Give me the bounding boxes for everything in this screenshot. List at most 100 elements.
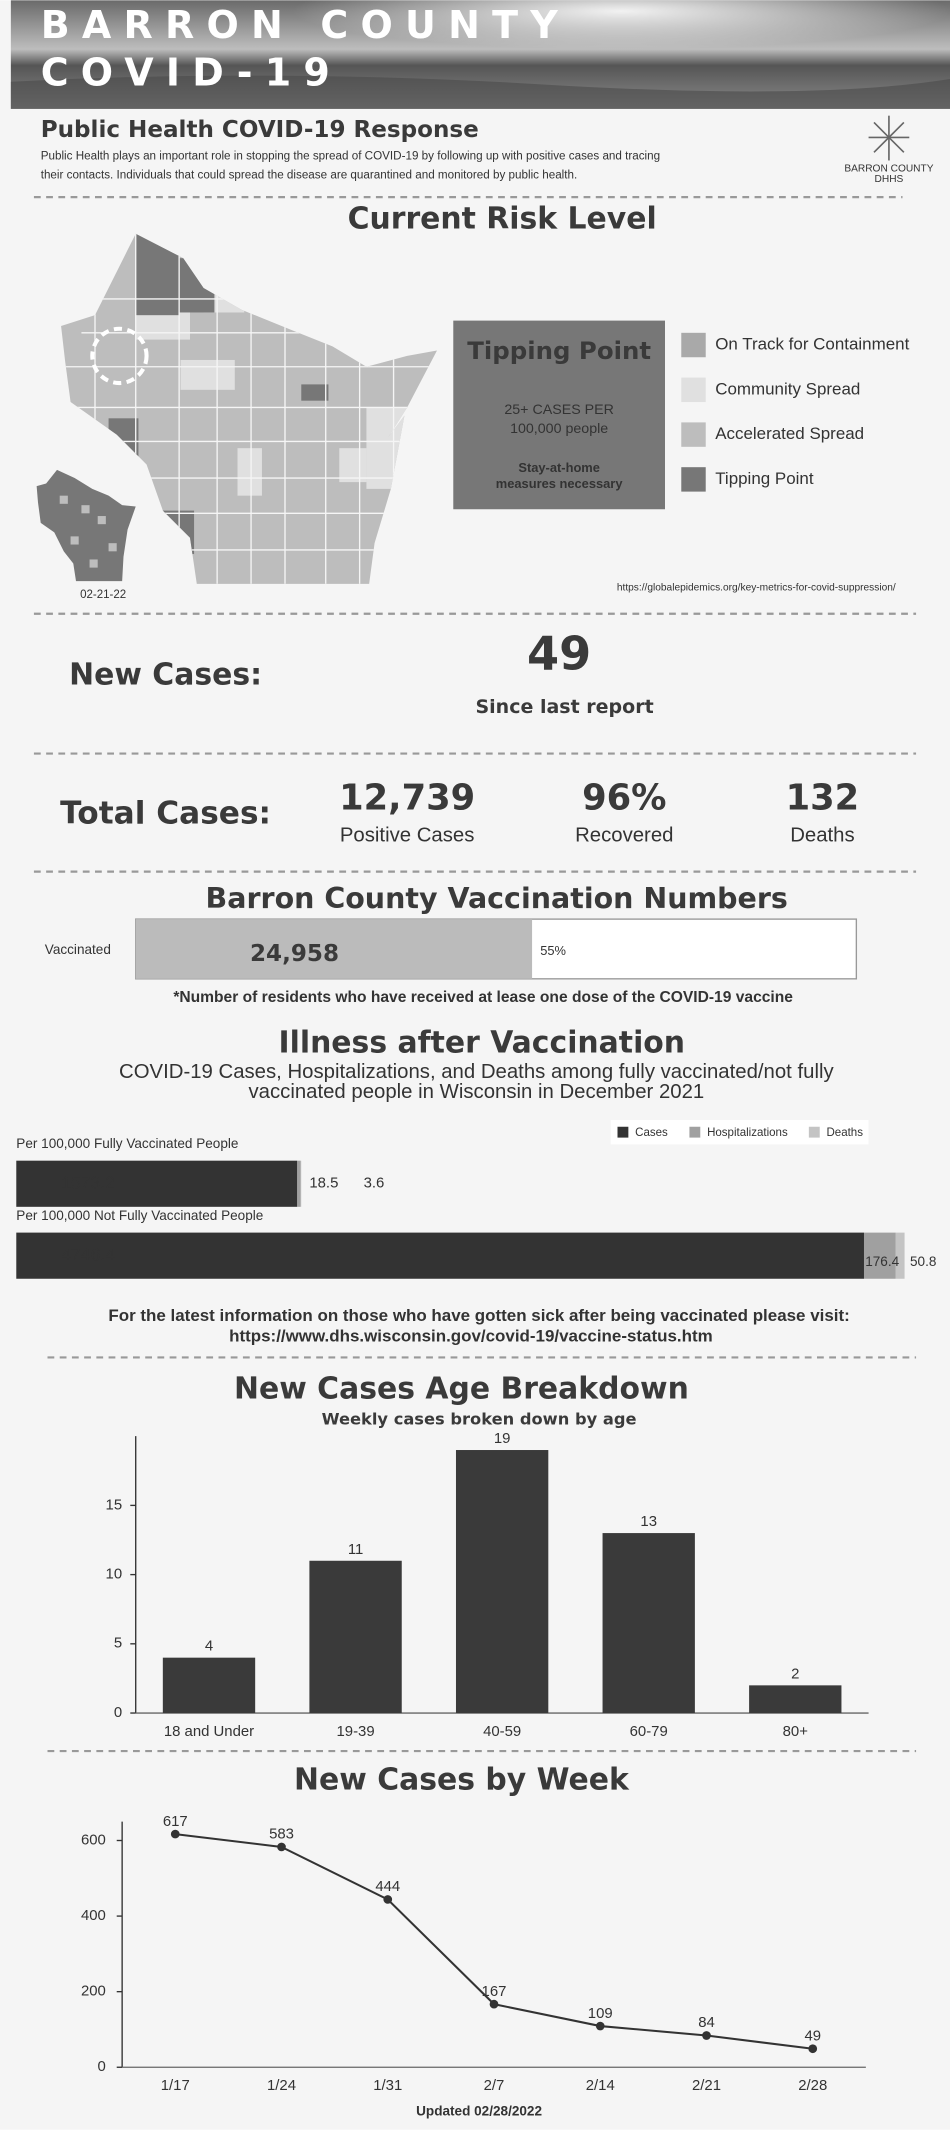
banner-title: COVID-19 <box>41 50 342 94</box>
x-tick-label: 18 and Under <box>164 1723 254 1740</box>
legend-swatch <box>618 1127 629 1138</box>
chart-footnote: Updated 02/28/2022 <box>416 2104 542 2119</box>
point <box>596 2022 605 2031</box>
vaccinated-count: 24,958 <box>250 941 339 967</box>
point <box>702 2031 711 2040</box>
section-title: Public Health COVID-19 Response <box>41 117 479 143</box>
point <box>808 2044 817 2053</box>
bar <box>456 1450 548 1713</box>
point <box>277 1843 286 1852</box>
total-value: 132 <box>786 778 860 819</box>
section-title: Barron County Vaccination Numbers <box>206 882 788 915</box>
intro-text: Public Health plays an important role in… <box>41 149 660 162</box>
x-tick-label: 2/28 <box>798 2077 827 2094</box>
bar-label: 50.8 <box>910 1254 936 1269</box>
map-date: 02-21-22 <box>80 589 126 601</box>
bar <box>309 1561 401 1713</box>
total-caption: Recovered <box>575 825 673 847</box>
point <box>490 2000 499 2009</box>
x-tick-label: 1/17 <box>161 2077 190 2094</box>
box-text: 25+ CASES PER <box>504 402 614 418</box>
section-title: Illness after Vaccination <box>279 1025 686 1060</box>
x-tick-label: 1/31 <box>373 2077 402 2094</box>
total-value: 12,739 <box>339 778 475 819</box>
box-text: 100,000 people <box>510 421 608 437</box>
legend-label: Hospitalizations <box>707 1127 788 1139</box>
footnote: *Number of residents who have received a… <box>173 989 793 1006</box>
source-url: https://globalepidemics.org/key-metrics-… <box>617 583 896 594</box>
y-tick-label: 0 <box>114 1704 122 1721</box>
legend-label: Community Spread <box>715 379 860 398</box>
point <box>383 1895 392 1904</box>
legend-label: Tipping Point <box>715 469 814 488</box>
y-tick-label: 15 <box>106 1496 123 1513</box>
legend-swatch <box>681 378 705 402</box>
new-cases-value: 49 <box>527 627 591 681</box>
vaccinated-label: Vaccinated <box>45 942 111 957</box>
total-caption: Deaths <box>790 825 854 847</box>
legend-swatch <box>689 1127 700 1138</box>
x-tick-label: 60-79 <box>630 1723 668 1740</box>
new-cases-note: Since last report <box>475 696 653 718</box>
new-cases-label: New Cases: <box>69 658 262 693</box>
legend-swatch <box>681 422 705 446</box>
x-tick-label: 2/7 <box>484 2077 505 2094</box>
row-label: Per 100,000 Fully Vaccinated People <box>16 1136 238 1151</box>
total-value: 96% <box>582 778 666 819</box>
point-label: 84 <box>698 2014 715 2031</box>
section-title: Current Risk Level <box>348 202 657 237</box>
chart-subtitle: Weekly cases broken down by age <box>322 1409 637 1428</box>
chart-title: New Cases by Week <box>294 1762 630 1797</box>
y-tick-label: 600 <box>81 1831 106 1848</box>
y-tick-label: 0 <box>98 2058 106 2075</box>
legend-swatch <box>681 467 705 491</box>
legend-swatch <box>809 1127 820 1138</box>
visit-url: https://www.dhs.wisconsin.gov/covid-19/v… <box>229 1327 713 1346</box>
x-tick-label: 19-39 <box>337 1723 375 1740</box>
point-label: 583 <box>269 1826 294 1843</box>
bar <box>749 1685 841 1713</box>
bar <box>163 1658 255 1713</box>
bar-segment <box>297 1161 300 1207</box>
x-tick-label: 2/14 <box>586 2077 615 2094</box>
legend-label: On Track for Containment <box>715 335 909 354</box>
x-tick-label: 40-59 <box>483 1723 521 1740</box>
subtitle: COVID-19 Cases, Hospitalizations, and De… <box>119 1061 834 1083</box>
bar-value: 4 <box>205 1638 213 1655</box>
x-tick-label: 1/24 <box>267 2077 296 2094</box>
infographic: BARRON COUNTY COVID-19 Public Health COVID… <box>0 0 950 2130</box>
intro-text: their contacts. Individuals that could s… <box>41 168 578 181</box>
bar-label: 176.4 <box>865 1254 899 1269</box>
x-tick-label: 80+ <box>783 1723 808 1740</box>
point-label: 49 <box>804 2027 821 2044</box>
y-tick-label: 200 <box>81 1983 106 2000</box>
bar-label: 3.6 <box>364 1175 385 1192</box>
logo-text: BARRON COUNTY <box>844 163 933 174</box>
row-label: Per 100,000 Not Fully Vaccinated People <box>16 1208 263 1223</box>
point-label: 617 <box>163 1813 188 1830</box>
bar-label: 18.5 <box>309 1175 338 1192</box>
chart-title: New Cases Age Breakdown <box>234 1372 689 1407</box>
visit-text: For the latest information on those who … <box>108 1306 849 1325</box>
legend-swatch <box>681 333 705 357</box>
legend-label: Accelerated Spread <box>715 424 864 443</box>
bar-value: 13 <box>640 1513 657 1530</box>
point-label: 109 <box>588 2005 613 2022</box>
point-label: 167 <box>482 1983 507 2000</box>
box-note: Stay-at-home <box>518 460 600 475</box>
point <box>171 1830 180 1839</box>
total-caption: Positive Cases <box>340 825 475 847</box>
bar-value: 2 <box>791 1665 799 1682</box>
bar <box>603 1533 695 1713</box>
bar-segment <box>16 1161 297 1207</box>
x-tick-label: 2/21 <box>692 2077 721 2094</box>
bar-segment <box>16 1233 864 1279</box>
box-title: Tipping Point <box>467 336 651 365</box>
y-tick-label: 10 <box>106 1566 123 1583</box>
y-tick-label: 400 <box>81 1907 106 1924</box>
bar-segment <box>301 1161 302 1207</box>
subtitle: vaccinated people in Wisconsin in Decemb… <box>248 1081 704 1103</box>
vaccinated-percent: 55% <box>540 943 566 958</box>
bar-value: 11 <box>348 1541 363 1558</box>
total-cases-label: Total Cases: <box>60 796 271 832</box>
